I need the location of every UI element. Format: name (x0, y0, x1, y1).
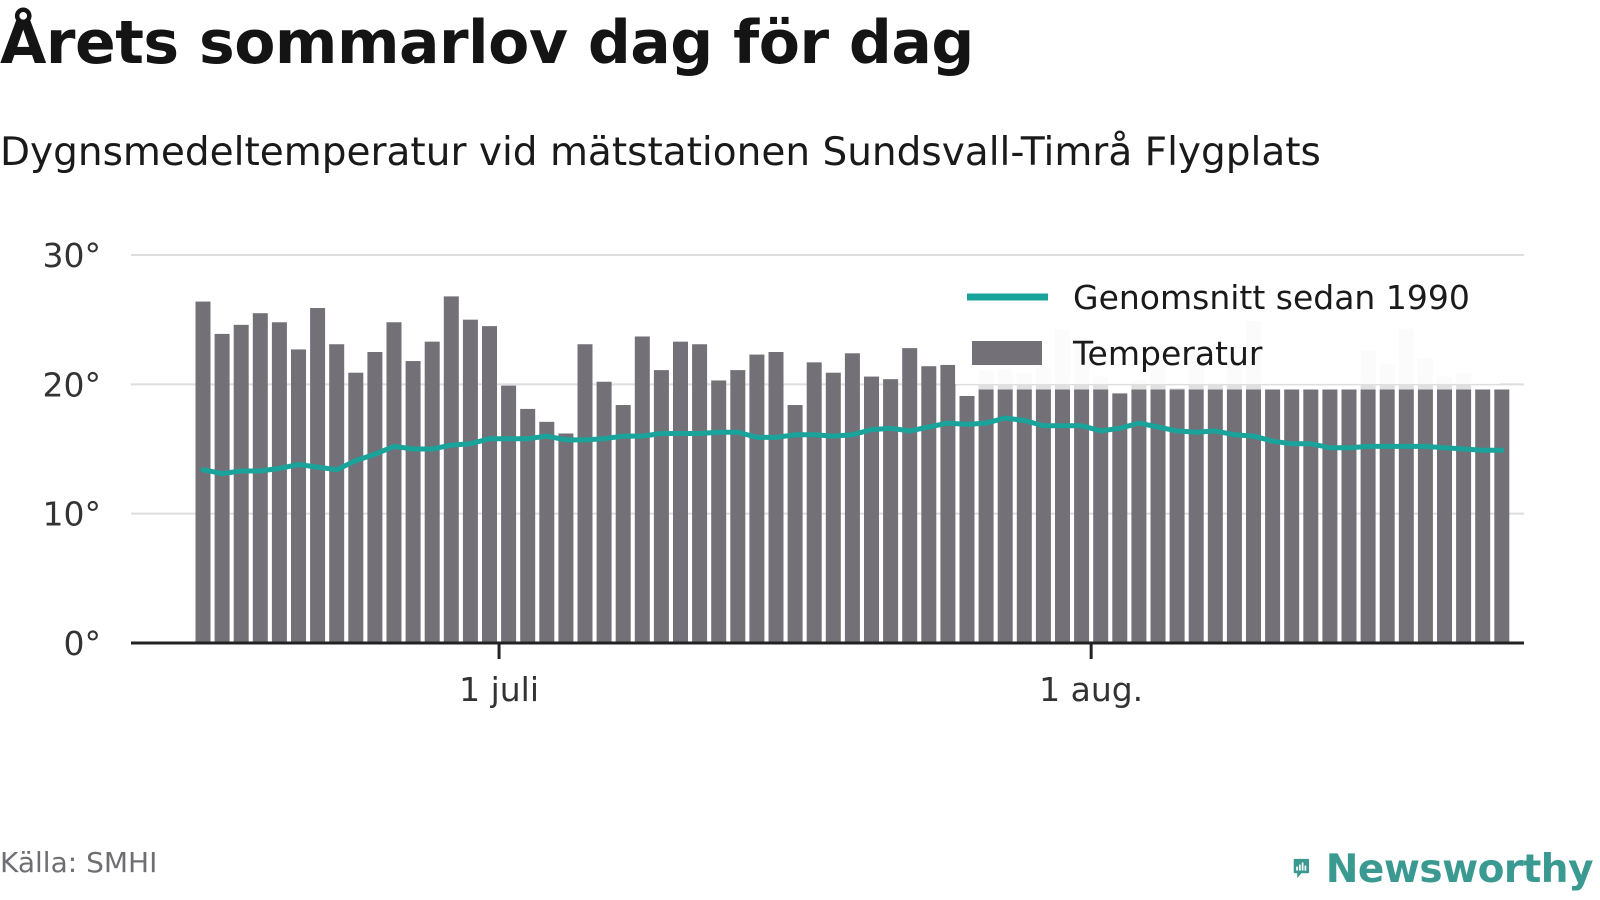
temperature-bar (1074, 389, 1090, 643)
temperature-bar (291, 349, 306, 643)
temperature-bar (653, 370, 669, 643)
temperature-bar (864, 376, 879, 643)
temperature-bar (1016, 389, 1032, 643)
x-tick-label: 1 aug. (1039, 670, 1143, 709)
temperature-bar (730, 370, 746, 643)
temperature-bar (673, 341, 688, 643)
temperature-bar (978, 389, 994, 643)
temperature-bar (1437, 389, 1452, 643)
temperature-bar (1475, 389, 1491, 643)
legend-background (955, 268, 1500, 384)
temperature-bar (1494, 389, 1510, 643)
newsworthy-logo-text: Newsworthy (1325, 846, 1594, 892)
temperature-bar (1398, 389, 1414, 643)
temperature-bar (883, 379, 899, 643)
temperature-bar (1341, 389, 1357, 643)
temperature-chart: 0° 10° 20° 30° 1 juli 1 aug. Genomsnitt seda… (43, 236, 1524, 709)
temperature-bar (195, 301, 211, 643)
temperature-bar (233, 324, 249, 643)
temperature-bar (348, 372, 364, 643)
temperature-bar (1169, 389, 1185, 643)
y-tick-label: 10° (43, 495, 102, 534)
faded-bar (1169, 388, 1185, 390)
chart-subtitle: Dygnsmedeltemperatur vid mätstationen Su… (0, 130, 1321, 175)
temperature-bar (405, 361, 421, 643)
temperature-bar (1379, 389, 1395, 643)
faded-bar (1207, 384, 1223, 390)
temperature-bar (329, 344, 345, 643)
temperature-bar (1322, 389, 1338, 643)
legend-temperature-swatch (972, 341, 1042, 365)
temperature-bar (539, 421, 555, 643)
temperature-bar (214, 333, 230, 643)
y-tick-label: 30° (43, 236, 102, 275)
temperature-bar (692, 344, 708, 643)
newsworthy-logo-icon (1293, 858, 1310, 879)
temperature-bar (462, 319, 478, 643)
temperature-bar (1303, 389, 1319, 643)
average-line (200, 415, 1505, 477)
temperature-bar (1417, 389, 1433, 643)
y-tick-label: 0° (64, 624, 102, 663)
temperature-bar (1246, 389, 1261, 643)
temperature-bar (1265, 389, 1281, 643)
temperature-bar (940, 364, 956, 643)
temperature-bar (768, 352, 784, 643)
temperature-bar (1207, 389, 1223, 643)
temperature-bar (367, 352, 383, 643)
temperature-bar (482, 326, 497, 643)
temperature-bar (1188, 389, 1204, 643)
legend-temperature-label: Temperatur (1072, 334, 1263, 373)
temperature-bar (520, 408, 536, 643)
y-axis-ticks: 0° 10° 20° 30° (43, 236, 102, 663)
legend-average-label: Genomsnitt sedan 1990 (1073, 278, 1470, 317)
temperature-bar (959, 395, 975, 643)
temperature-bar (596, 381, 612, 643)
temperature-bar (921, 366, 937, 643)
y-tick-label: 20° (43, 365, 102, 404)
temperature-bar (1055, 389, 1070, 643)
x-tick-label: 1 juli (459, 670, 539, 709)
temperature-bar (711, 380, 727, 643)
temperature-bar (1131, 389, 1147, 643)
temperature-bar (252, 313, 268, 643)
temperature-bar (1035, 389, 1051, 643)
temperature-bar (310, 308, 326, 643)
newsworthy-logo[interactable]: Newsworthy (1293, 840, 1594, 898)
faded-bar (1131, 380, 1147, 390)
temperature-bar (1093, 389, 1109, 643)
temperature-bars (195, 296, 1510, 643)
temperature-bar (902, 348, 918, 643)
temperature-bar (1360, 389, 1376, 643)
legend: Genomsnitt sedan 1990 Temperatur (955, 268, 1500, 384)
x-axis: 1 juli 1 aug. (131, 641, 1524, 709)
temperature-bar (615, 405, 631, 643)
temperature-bar (558, 433, 574, 643)
temperature-bar (577, 344, 593, 643)
average-line-group (200, 415, 1505, 477)
temperature-bar (749, 354, 765, 643)
temperature-bar (634, 336, 650, 643)
temperature-bar (1112, 393, 1128, 643)
temperature-bar (787, 405, 803, 643)
temperature-bar (271, 322, 287, 643)
temperature-bar (424, 341, 440, 643)
temperature-bar (806, 362, 822, 643)
chart-title: Årets sommarlov dag för dag (0, 8, 974, 78)
temperature-bar (443, 296, 459, 643)
temperature-bar (844, 353, 860, 643)
source-note: Källa: SMHI (0, 846, 158, 879)
temperature-bar (997, 389, 1013, 643)
temperature-bar (825, 372, 841, 643)
temperature-bar (1456, 389, 1472, 643)
temperature-bar (386, 322, 402, 643)
temperature-bar (1284, 389, 1300, 643)
temperature-bar (1226, 389, 1242, 643)
temperature-bar (501, 385, 517, 643)
temperature-bar (1150, 389, 1166, 643)
